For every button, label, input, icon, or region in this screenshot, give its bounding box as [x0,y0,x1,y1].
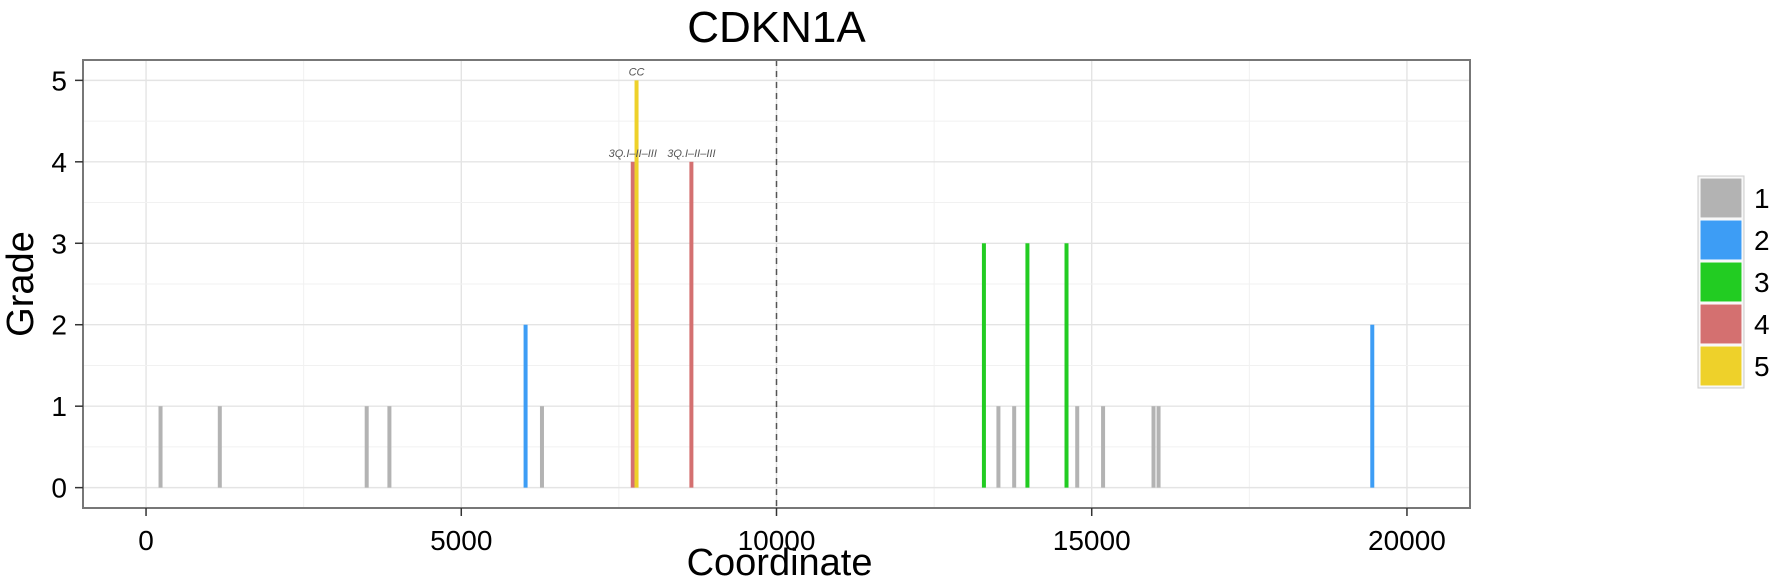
y-tick-label: 5 [51,65,67,96]
bar-label: CC [629,66,645,78]
legend-key-1 [1699,177,1743,219]
legend-label: 2 [1754,225,1770,256]
legend-key-2 [1699,219,1743,261]
chart-title: CDKN1A [687,3,866,52]
bar [217,406,222,488]
y-tick-label: 0 [51,473,67,504]
bar [630,161,635,488]
bar [1012,406,1017,488]
bar [981,243,986,488]
bar [1151,406,1156,488]
x-tick-label: 20000 [1368,525,1446,556]
y-tick-label: 4 [51,147,67,178]
bar-label: 3Q.I–II–III [609,148,657,160]
bar [364,406,369,488]
bar [996,406,1001,488]
y-tick-label: 3 [51,228,67,259]
bar [158,406,163,488]
legend-label: 5 [1754,351,1770,382]
legend-label: 4 [1754,309,1770,340]
x-axis-title: Coordinate [687,542,873,583]
legend: 1 2 3 4 5 [1697,175,1770,389]
x-tick-label: 15000 [1053,525,1131,556]
bar [1101,406,1106,488]
x-axis-ticks: 0 5000 10000 15000 20000 [138,508,1446,556]
bar [1156,406,1161,488]
legend-label: 1 [1754,183,1770,214]
x-tick-label: 10000 [738,525,816,556]
bar [523,324,528,488]
bar [1025,243,1030,488]
legend-key-4 [1699,303,1743,345]
bar [539,406,544,488]
bars [158,80,1375,488]
legend-label: 3 [1754,267,1770,298]
bar [387,406,392,488]
y-tick-label: 1 [51,391,67,422]
y-axis-ticks: 0 1 2 3 4 5 [51,65,83,504]
legend-key-3 [1699,261,1743,303]
bar [1064,243,1069,488]
x-tick-label: 5000 [430,525,492,556]
bar [689,161,694,488]
bar-annotations: 3Q.I–II–III 3Q.I–II–III CC [609,66,716,159]
y-axis-title: Grade [0,231,42,337]
bar-label: 3Q.I–II–III [667,148,715,160]
bar [634,80,639,488]
x-tick-label: 0 [138,525,154,556]
bar [1075,406,1080,488]
y-tick-label: 2 [51,310,67,341]
legend-key-5 [1699,345,1743,387]
bar [1370,324,1375,488]
